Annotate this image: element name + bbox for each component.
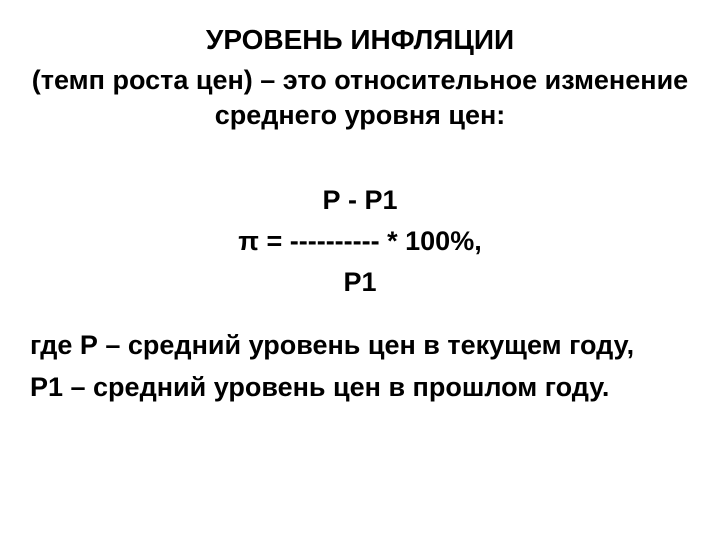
definition-text: (темп роста цен) – это относительное изм… xyxy=(30,63,690,133)
slide: УРОВЕНЬ ИНФЛЯЦИИ (темп роста цен) – это … xyxy=(0,0,720,540)
formula-numerator: Р - Р1 xyxy=(30,181,690,220)
formula-main-line: π = ---------- * 100%, xyxy=(30,222,690,261)
formula-denominator: Р1 xyxy=(30,263,690,302)
legend-block: где Р – средний уровень цен в текущем го… xyxy=(30,327,690,406)
formula-block: Р - Р1 π = ---------- * 100%, Р1 xyxy=(30,181,690,302)
legend-p1: Р1 – средний уровень цен в прошлом году. xyxy=(30,369,690,405)
slide-title: УРОВЕНЬ ИНФЛЯЦИИ xyxy=(30,22,690,57)
legend-p: где Р – средний уровень цен в текущем го… xyxy=(30,327,690,363)
